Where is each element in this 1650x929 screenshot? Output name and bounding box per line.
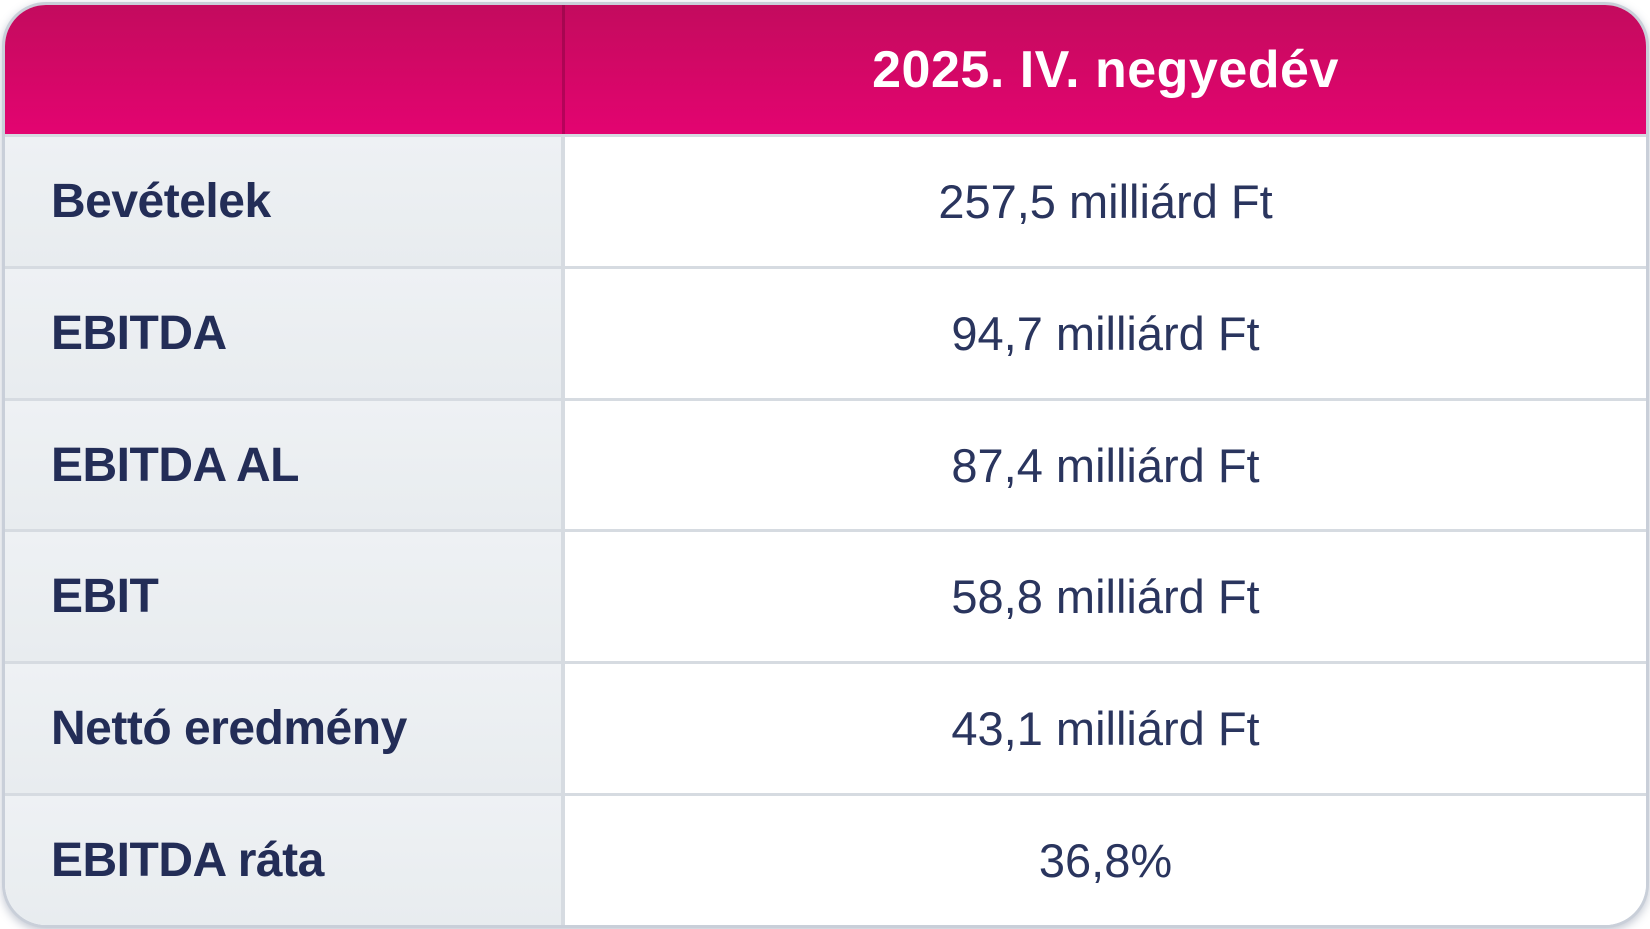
metric-value: 43,1 milliárd Ft: [951, 702, 1260, 756]
metric-label-cell: EBITDA: [5, 265, 565, 398]
metric-label-cell: Nettó eredmény: [5, 661, 565, 794]
table-row: Bevételek 257,5 milliárd Ft: [5, 134, 1646, 266]
period-title: 2025. IV. negyedév: [872, 40, 1339, 99]
metric-value: 94,7 milliárd Ft: [951, 306, 1260, 360]
metric-label-cell: EBIT: [5, 529, 565, 662]
header-empty-cell: [5, 5, 565, 134]
metric-label: EBITDA: [51, 306, 227, 360]
table-header-row: 2025. IV. negyedév: [5, 5, 1646, 134]
metric-label-cell: EBITDA AL: [5, 397, 565, 530]
metric-value: 58,8 milliárd Ft: [951, 570, 1260, 624]
metric-label-cell: EBITDA ráta: [5, 793, 565, 925]
metric-value-cell: 43,1 milliárd Ft: [565, 661, 1646, 794]
metric-value: 87,4 milliárd Ft: [951, 438, 1260, 492]
table-row: EBIT 58,8 milliárd Ft: [5, 529, 1646, 662]
metric-label: Bevételek: [51, 174, 271, 228]
metric-value-cell: 58,8 milliárd Ft: [565, 529, 1646, 662]
metric-label: EBIT: [51, 570, 159, 624]
metric-value-cell: 36,8%: [565, 793, 1646, 925]
table-row: EBITDA ráta 36,8%: [5, 793, 1646, 925]
metric-value-cell: 257,5 milliárd Ft: [565, 134, 1646, 266]
header-period-cell: 2025. IV. negyedév: [565, 5, 1646, 134]
metric-label: EBITDA AL: [51, 438, 299, 492]
table-row: EBITDA 94,7 milliárd Ft: [5, 265, 1646, 398]
metric-value-cell: 87,4 milliárd Ft: [565, 397, 1646, 530]
metric-value-cell: 94,7 milliárd Ft: [565, 265, 1646, 398]
metric-label-cell: Bevételek: [5, 134, 565, 266]
metric-label: EBITDA ráta: [51, 834, 324, 888]
metric-value: 36,8%: [1038, 834, 1173, 888]
table-row: Nettó eredmény 43,1 milliárd Ft: [5, 661, 1646, 794]
metric-value: 257,5 milliárd Ft: [938, 174, 1273, 228]
table-row: EBITDA AL 87,4 milliárd Ft: [5, 397, 1646, 530]
metric-label: Nettó eredmény: [51, 702, 407, 756]
